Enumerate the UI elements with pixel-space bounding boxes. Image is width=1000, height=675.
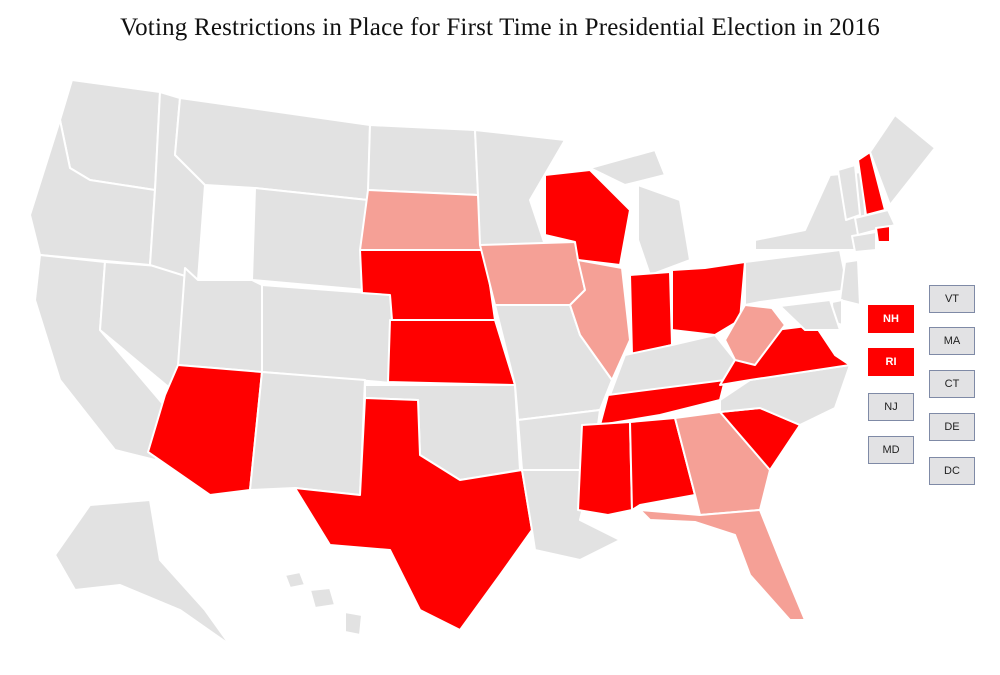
state-me [869, 114, 936, 206]
state-nj [839, 259, 861, 306]
small-state-box-vt: VT [929, 285, 975, 313]
small-state-box-ma: MA [929, 327, 975, 355]
state-il [569, 259, 631, 381]
state-tx [294, 397, 533, 631]
state-co [261, 284, 396, 384]
state-mt [174, 97, 371, 201]
small-state-box-ct: CT [929, 370, 975, 398]
state-ak [54, 499, 231, 646]
state-sd [359, 189, 486, 251]
state-ks [387, 319, 516, 386]
state-wi [544, 169, 631, 266]
state-nm [249, 371, 366, 496]
small-state-box-de: DE [929, 413, 975, 441]
state-ia [479, 241, 586, 306]
state-ut [177, 267, 263, 373]
state-in [629, 271, 673, 356]
map-title: Voting Restrictions in Place for First T… [120, 14, 880, 41]
state-ma [854, 209, 896, 236]
state-md [779, 299, 841, 331]
small-state-box-nh: NH [868, 305, 914, 333]
state-ri [875, 225, 891, 243]
state-al [629, 417, 696, 511]
state-fl [639, 509, 806, 621]
small-state-box-nj: NJ [868, 393, 914, 421]
small-state-box-ri: RI [868, 348, 914, 376]
state-vt [837, 164, 861, 221]
state-nd [367, 124, 479, 196]
small-state-box-dc: DC [929, 457, 975, 485]
small-state-box-md: MD [868, 436, 914, 464]
state-pa [744, 249, 849, 306]
state-ms [577, 421, 633, 516]
state-wy [251, 187, 369, 291]
state-mi [589, 149, 691, 276]
state-ct [851, 231, 877, 253]
state-hi [284, 571, 363, 636]
state-tn [599, 379, 726, 426]
